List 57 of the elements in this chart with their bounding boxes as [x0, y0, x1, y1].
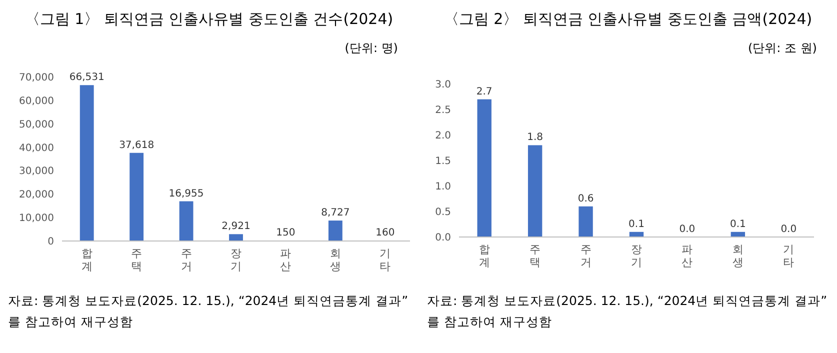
x-tick-label: 회생 — [330, 247, 341, 273]
x-tick-label: 장기 — [631, 243, 642, 269]
text: 자료: 통계청 보도자료(2025. 12. 15.), “2024년 퇴직연금통계 결과” 를 참고하여 재구성함 — [427, 292, 828, 331]
chart-subtitle: (단위: 조 원) — [748, 40, 817, 57]
y-tick-label: 50,000 — [19, 119, 54, 130]
bar — [328, 220, 342, 241]
data-label: 0.1 — [730, 218, 746, 230]
text: 자료: 통계청 보도자료(2025. 12. 15.), “2024년 퇴직연금통계 결과” 를 참고하여 재구성함 — [8, 292, 410, 331]
y-tick-label: 1.0 — [435, 182, 451, 192]
y-tick-label: 40,000 — [19, 142, 54, 154]
x-tick-label: 주거 — [180, 247, 192, 273]
chart-title: 〈그림 2〉 퇴직연금 인출사유별 중도인출 금액(2024) — [442, 10, 814, 29]
data-label: 150 — [276, 228, 296, 239]
data-label: 37,618 — [119, 140, 154, 151]
y-tick-label: 10,000 — [19, 213, 54, 224]
y-tick-label: 1.5 — [435, 156, 451, 167]
x-tick-label: 장기 — [230, 247, 242, 273]
x-tick-label: 기타 — [783, 243, 794, 269]
x-tick-label: 합계 — [478, 243, 490, 269]
data-label: 2,921 — [222, 221, 250, 232]
bar — [130, 152, 144, 241]
bar — [80, 85, 94, 241]
data-label: 0.1 — [628, 218, 644, 230]
data-label: 66,531 — [69, 72, 104, 84]
x-tick-label: 기타 — [380, 247, 391, 273]
data-label: 2.7 — [476, 86, 492, 98]
bar — [578, 206, 593, 237]
y-tick-label: 70,000 — [19, 72, 54, 84]
x-tick-label: 파산 — [280, 247, 292, 273]
y-tick-label: 2.0 — [435, 130, 451, 142]
bar — [229, 234, 243, 241]
chart-title: 〈그림 1〉 퇴직연금 인출사유별 중도인출 건수(2024) — [24, 10, 394, 29]
y-tick-label: 3.0 — [435, 80, 451, 90]
data-label: 1.8 — [527, 132, 544, 144]
x-tick-label: 주택 — [131, 247, 142, 273]
x-tick-label: 주택 — [530, 243, 541, 269]
bar — [477, 99, 492, 237]
y-tick-label: 20,000 — [19, 190, 54, 201]
y-tick-label: 2.5 — [435, 105, 451, 116]
x-tick-label: 회생 — [732, 243, 744, 269]
y-tick-label: 30,000 — [19, 166, 54, 178]
y-tick-label: 0.5 — [435, 207, 451, 218]
bar — [179, 201, 194, 241]
data-label: 0.0 — [780, 224, 797, 235]
x-tick-label: 합계 — [81, 247, 92, 273]
data-label: 160 — [376, 228, 395, 239]
x-tick-label: 주거 — [580, 243, 592, 269]
data-label: 16,955 — [168, 188, 204, 200]
data-label: 8,727 — [321, 208, 350, 219]
chart-subtitle: (단위: 명) — [344, 40, 398, 57]
y-tick-label: 60,000 — [19, 96, 54, 107]
y-tick-label: 0 — [48, 236, 54, 248]
y-tick-label: 0.0 — [435, 232, 451, 244]
data-label: 0.6 — [578, 193, 594, 204]
data-label: 0.0 — [679, 224, 696, 235]
bar — [528, 145, 542, 237]
x-tick-label: 파산 — [682, 243, 693, 269]
